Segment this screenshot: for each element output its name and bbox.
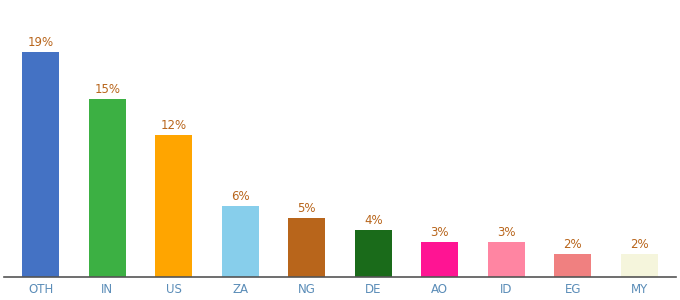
Text: 3%: 3% <box>497 226 515 239</box>
Bar <box>22 52 59 277</box>
Bar <box>621 254 658 277</box>
Text: 4%: 4% <box>364 214 383 227</box>
Text: 6%: 6% <box>231 190 250 203</box>
Bar <box>288 218 325 277</box>
Text: 15%: 15% <box>95 83 120 96</box>
Bar <box>355 230 392 277</box>
Text: 12%: 12% <box>160 119 187 132</box>
Text: 3%: 3% <box>430 226 449 239</box>
Bar <box>422 242 458 277</box>
Bar <box>554 254 591 277</box>
Text: 2%: 2% <box>630 238 649 250</box>
Bar <box>488 242 524 277</box>
Bar <box>222 206 258 277</box>
Bar <box>89 99 126 277</box>
Bar <box>156 135 192 277</box>
Text: 19%: 19% <box>28 36 54 49</box>
Text: 5%: 5% <box>297 202 316 215</box>
Text: 2%: 2% <box>564 238 582 250</box>
